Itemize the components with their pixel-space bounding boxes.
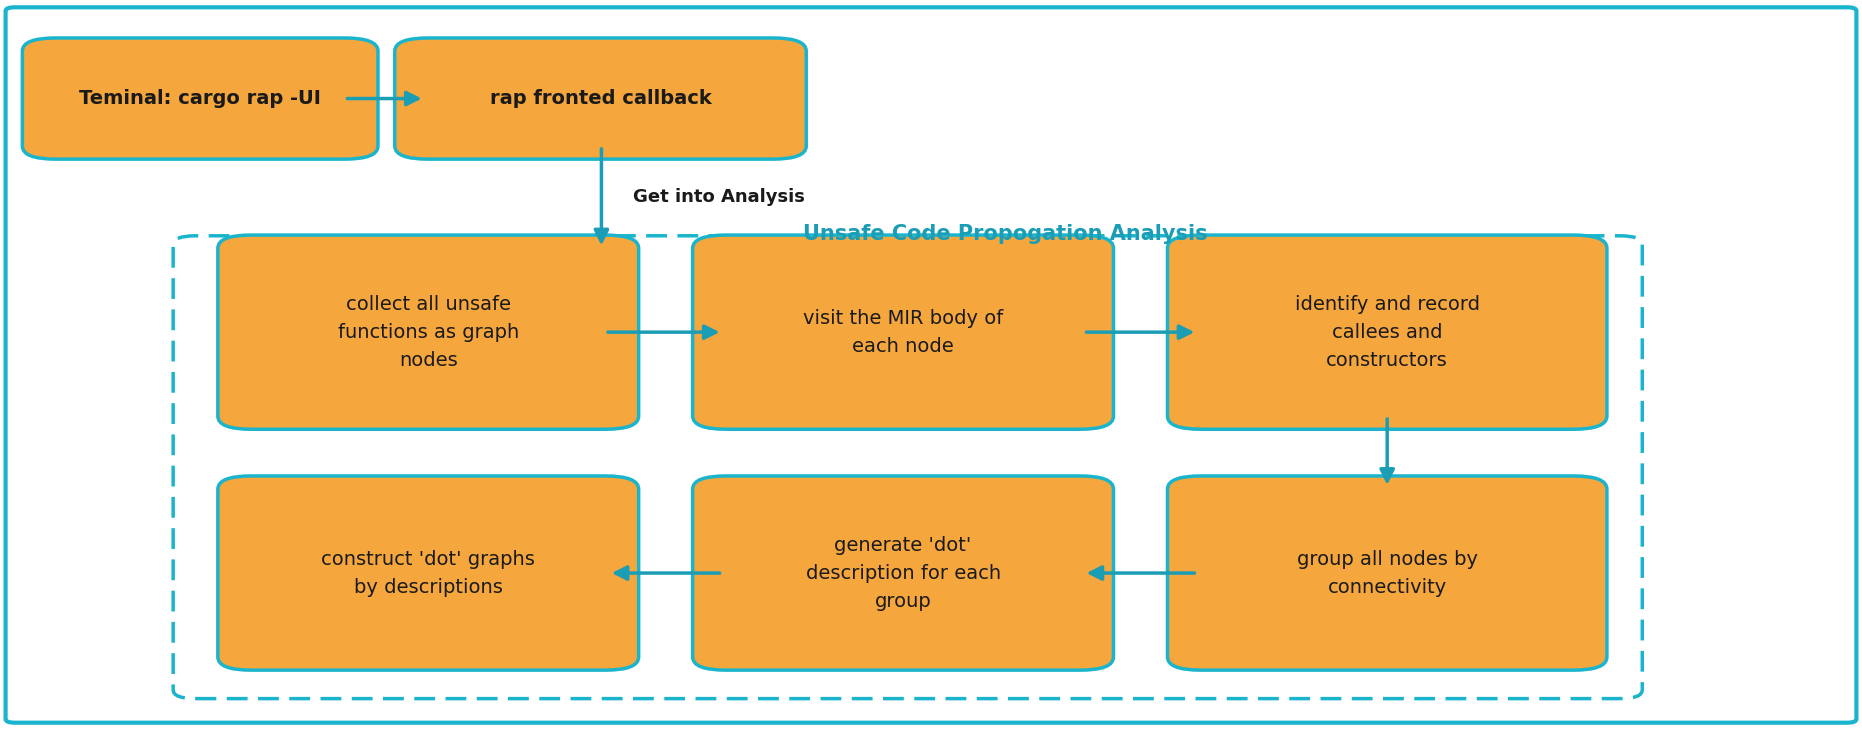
Text: identify and record
callees and
constructors: identify and record callees and construc… [1294, 295, 1480, 369]
FancyBboxPatch shape [395, 38, 806, 159]
Text: collect all unsafe
functions as graph
nodes: collect all unsafe functions as graph no… [337, 295, 519, 369]
Text: group all nodes by
connectivity: group all nodes by connectivity [1296, 550, 1478, 596]
FancyBboxPatch shape [1167, 235, 1607, 429]
Text: Teminal: cargo rap -UI: Teminal: cargo rap -UI [80, 89, 320, 108]
Text: construct 'dot' graphs
by descriptions: construct 'dot' graphs by descriptions [322, 550, 534, 596]
Text: Get into Analysis: Get into Analysis [633, 188, 804, 206]
Text: visit the MIR body of
each node: visit the MIR body of each node [803, 309, 1004, 356]
FancyBboxPatch shape [173, 236, 1642, 699]
Text: generate 'dot'
description for each
group: generate 'dot' description for each grou… [806, 536, 1000, 610]
FancyBboxPatch shape [693, 235, 1113, 429]
FancyBboxPatch shape [22, 38, 378, 159]
FancyBboxPatch shape [6, 7, 1856, 723]
FancyBboxPatch shape [1167, 476, 1607, 670]
FancyBboxPatch shape [693, 476, 1113, 670]
Text: Unsafe Code Propogation Analysis: Unsafe Code Propogation Analysis [803, 223, 1208, 244]
FancyBboxPatch shape [218, 235, 639, 429]
Text: rap fronted callback: rap fronted callback [490, 89, 711, 108]
FancyBboxPatch shape [218, 476, 639, 670]
